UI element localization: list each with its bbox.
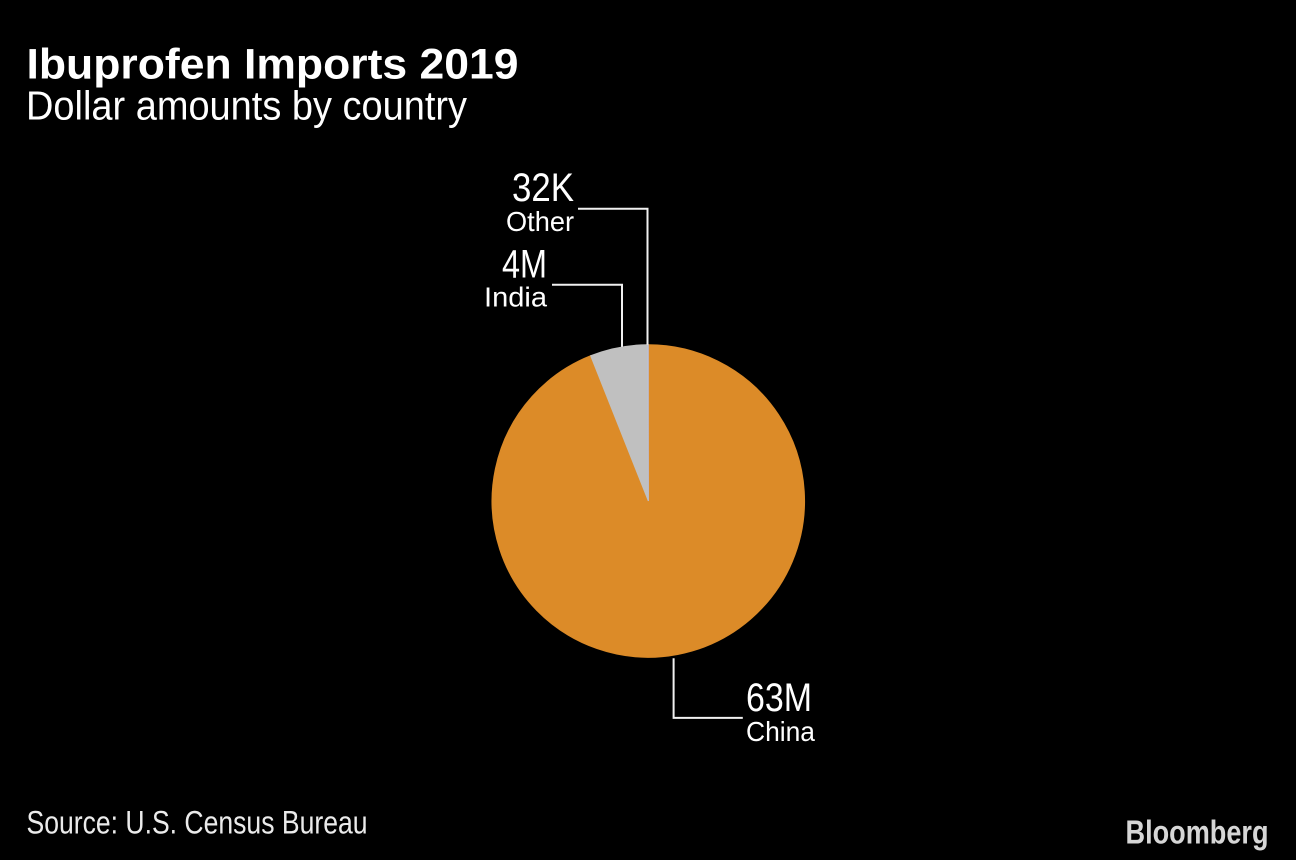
source-note: Source: U.S. Census Bureau — [27, 805, 368, 841]
callout-line-india — [552, 283, 623, 347]
callout-line-china — [672, 658, 743, 719]
slice-value-other: 32K — [512, 166, 574, 210]
chart-title: Ibuprofen Imports 2019 — [27, 41, 519, 89]
bloomberg-logo: Bloomberg — [1126, 814, 1269, 851]
slice-value-china: 63M — [746, 676, 812, 720]
slice-label-india: India — [484, 282, 547, 313]
chart-subtitle: Dollar amounts by country — [26, 83, 467, 129]
callout-line-other — [578, 207, 649, 345]
slice-value-india: 4M — [502, 242, 547, 286]
slice-label-other: Other — [506, 206, 574, 237]
pie-chart — [491, 344, 806, 658]
slice-label-china: China — [746, 716, 815, 747]
